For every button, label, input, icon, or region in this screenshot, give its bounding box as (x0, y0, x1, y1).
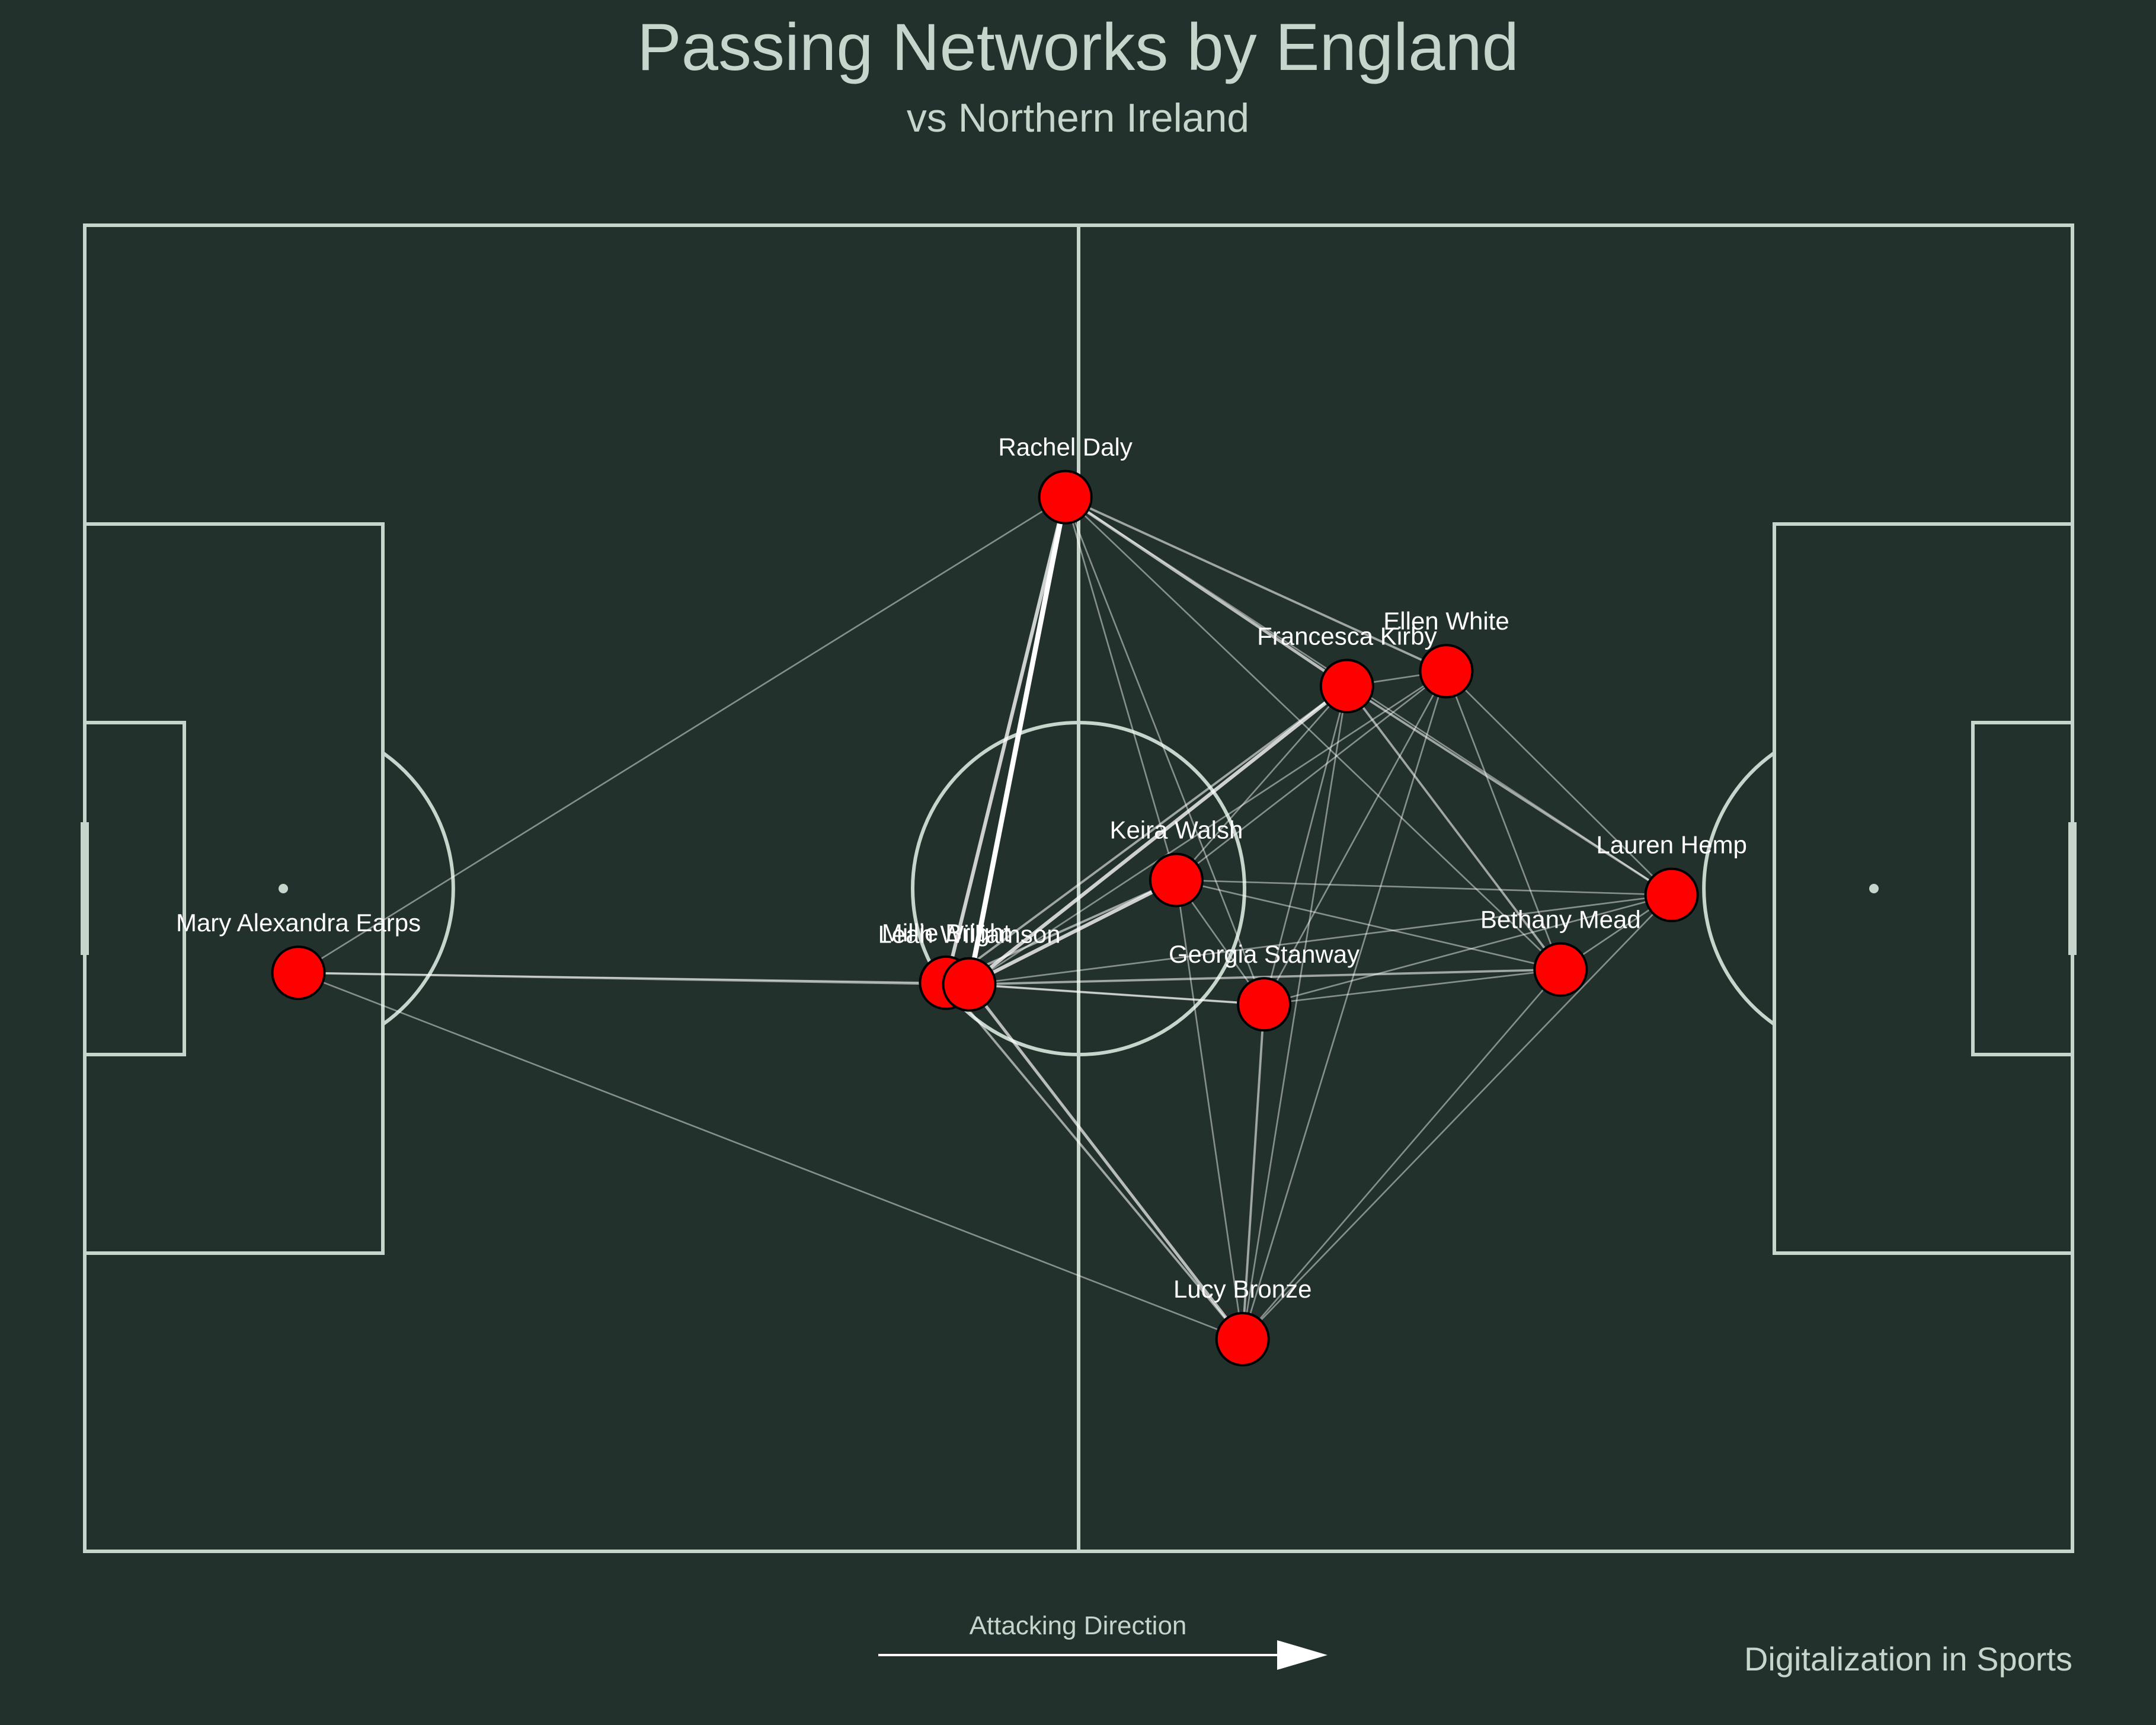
pass-line-williamson-earps (298, 972, 970, 986)
pass-line-kirby-bronze (1242, 686, 1348, 1340)
pass-line-bright-bronze (945, 982, 1244, 1340)
direction-arrow-icon (1277, 1640, 1327, 1670)
pass-line-kirby-hemp (1346, 685, 1672, 896)
pass-line-daly-walsh (1064, 497, 1178, 880)
pass-line-kirby-williamson (968, 684, 1348, 986)
pass-line-daly-white (1064, 496, 1447, 672)
pass-line-white-williamson (968, 670, 1447, 985)
pass-line-kirby-bright (945, 685, 1348, 984)
player-label-hemp: Lauren Hemp (1596, 831, 1746, 859)
player-node-stanway (1237, 977, 1292, 1032)
pass-line-white-bronze (1242, 670, 1447, 1340)
player-label-daly: Rachel Daly (998, 433, 1132, 461)
player-node-walsh (1149, 852, 1204, 908)
player-label-earps: Mary Alexandra Earps (176, 909, 421, 937)
center-circle (911, 721, 1246, 1056)
pass-line-kirby-stanway (1263, 686, 1348, 1005)
left-penalty-spot (279, 884, 288, 893)
pass-line-daly-mead (1064, 496, 1562, 970)
player-node-earps (271, 945, 326, 1001)
player-node-bronze (1215, 1312, 1270, 1367)
pass-line-daly-bright (944, 496, 1067, 983)
player-node-daly (1038, 469, 1093, 525)
pass-line-daly-williamson (967, 496, 1068, 985)
pass-line-walsh-mead (1176, 879, 1561, 970)
player-node-williamson (942, 957, 997, 1012)
player-node-mead (1533, 942, 1588, 997)
player-label-kirby: Francesca Kirby (1257, 622, 1437, 650)
player-node-kirby (1319, 659, 1374, 714)
pass-line-walsh-bronze (1175, 880, 1244, 1340)
pass-line-stanway-bronze (1241, 1004, 1265, 1340)
player-label-stanway: Georgia Stanway (1169, 940, 1360, 968)
player-nodes (271, 469, 1699, 1367)
credit-text: Digitalization in Sports (1744, 1640, 2072, 1678)
pass-line-hemp-bronze (1242, 894, 1672, 1340)
left-penalty-arc (382, 751, 455, 1026)
pass-line-earps-bronze (298, 972, 1243, 1340)
pass-line-bright-stanway (946, 982, 1265, 1005)
pass-line-kirby-walsh (1175, 685, 1348, 881)
attacking-direction-indicator: Attacking Direction (878, 1611, 1327, 1670)
pass-line-white-hemp (1445, 670, 1672, 896)
right-penalty-arc (1702, 751, 1776, 1026)
pass-line-mead-bronze (1242, 969, 1562, 1340)
pass-line-kirby-mead (1346, 685, 1562, 970)
pass-line-williamson-bronze (968, 983, 1244, 1340)
player-node-hemp (1644, 867, 1699, 922)
player-labels: Mary Alexandra Earps Rachel Daly Francesca… (176, 433, 1747, 1303)
pass-line-williamson-stanway (969, 983, 1265, 1006)
player-node-white (1419, 644, 1474, 699)
player-label-williamson: Leah Williamson (878, 921, 1060, 948)
pass-line-daly-stanway (1064, 497, 1265, 1005)
pass-line-walsh-hemp (1176, 879, 1672, 896)
pass-line-white-mead (1445, 670, 1562, 970)
pass-line-williamson-hemp (969, 894, 1672, 986)
pass-line-white-stanway (1263, 670, 1447, 1005)
chart-title: Passing Networks by England (637, 10, 1519, 84)
player-label-bronze: Lucy Bronze (1173, 1275, 1311, 1303)
pass-line-stanway-mead (1263, 969, 1561, 1005)
player-label-bright: Millie Bright (882, 919, 1010, 947)
player-label-mead: Bethany Mead (1480, 906, 1641, 934)
pass-line-daly-kirby (1064, 496, 1348, 688)
right-penalty-spot (1869, 884, 1879, 893)
pass-line-white-walsh (1176, 670, 1447, 881)
pass-line-walsh-williamson (968, 878, 1178, 986)
attacking-direction-label: Attacking Direction (970, 1611, 1187, 1640)
pass-line-daly-earps (298, 496, 1066, 974)
football-pitch (81, 223, 2077, 1553)
pass-line-bright-earps (298, 972, 946, 984)
pass-line-stanway-hemp (1263, 894, 1672, 1005)
player-label-walsh: Keira Walsh (1109, 816, 1243, 844)
chart-subtitle: vs Northern Ireland (907, 95, 1249, 140)
pass-lines (298, 496, 1672, 1340)
pass-line-williamson-mead (969, 968, 1561, 986)
player-label-white: Ellen White (1383, 607, 1509, 635)
